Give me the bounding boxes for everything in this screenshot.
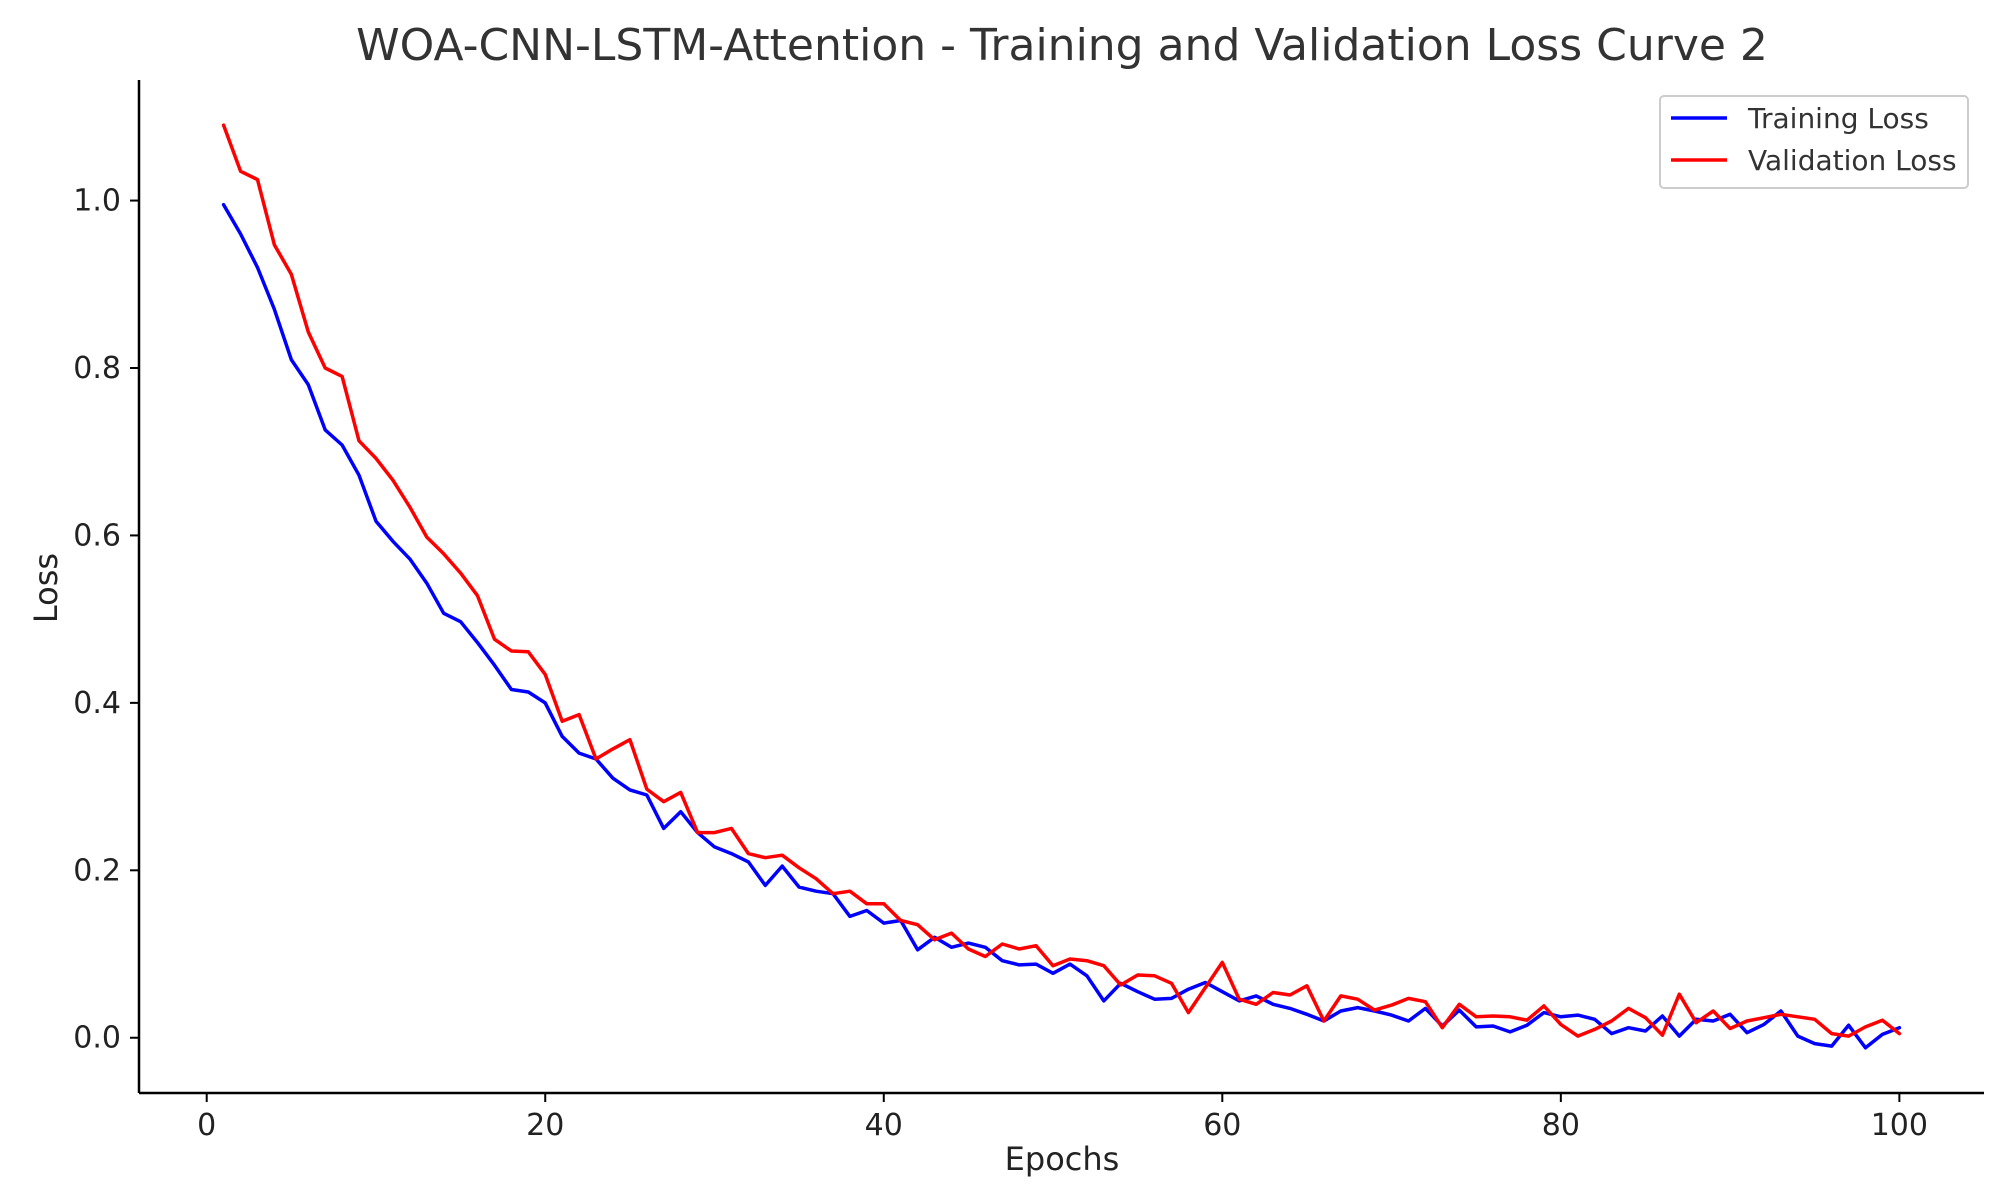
x-tick-label: 100: [1871, 1108, 1928, 1143]
legend-box: [1659, 95, 1969, 189]
chart-title: WOA-CNN-LSTM-Attention - Training and Va…: [356, 20, 1768, 71]
series-line-training-loss: [221, 202, 1902, 1050]
y-tick-label: 1.0: [73, 184, 121, 219]
plot-area: [221, 123, 1902, 1050]
y-tick-label: 0.2: [73, 853, 121, 888]
y-tick-label: 0.0: [73, 1021, 121, 1056]
y-tick-label: 0.6: [73, 518, 121, 553]
y-tick-label: 0.8: [73, 351, 121, 386]
x-ticks: 0 20 40 60 80 100: [197, 1093, 1928, 1143]
x-axis-label: Epochs: [1005, 1140, 1120, 1178]
x-tick-label: 60: [1203, 1108, 1241, 1143]
x-tick-label: 20: [526, 1108, 564, 1143]
x-tick-label: 0: [197, 1108, 216, 1143]
x-tick-label: 80: [1542, 1108, 1580, 1143]
y-tick-label: 0.4: [73, 686, 121, 721]
legend-training-label: Training Loss: [1747, 102, 1929, 135]
y-axis-label: Loss: [27, 553, 65, 623]
x-tick-label: 40: [865, 1108, 903, 1143]
legend: Training Loss Validation Loss: [1659, 95, 1969, 189]
legend-validation-label: Validation Loss: [1748, 144, 1957, 177]
y-ticks: 0.0 0.2 0.4 0.6 0.8 1.0: [73, 184, 139, 1056]
series-line-validation-loss: [221, 123, 1902, 1038]
